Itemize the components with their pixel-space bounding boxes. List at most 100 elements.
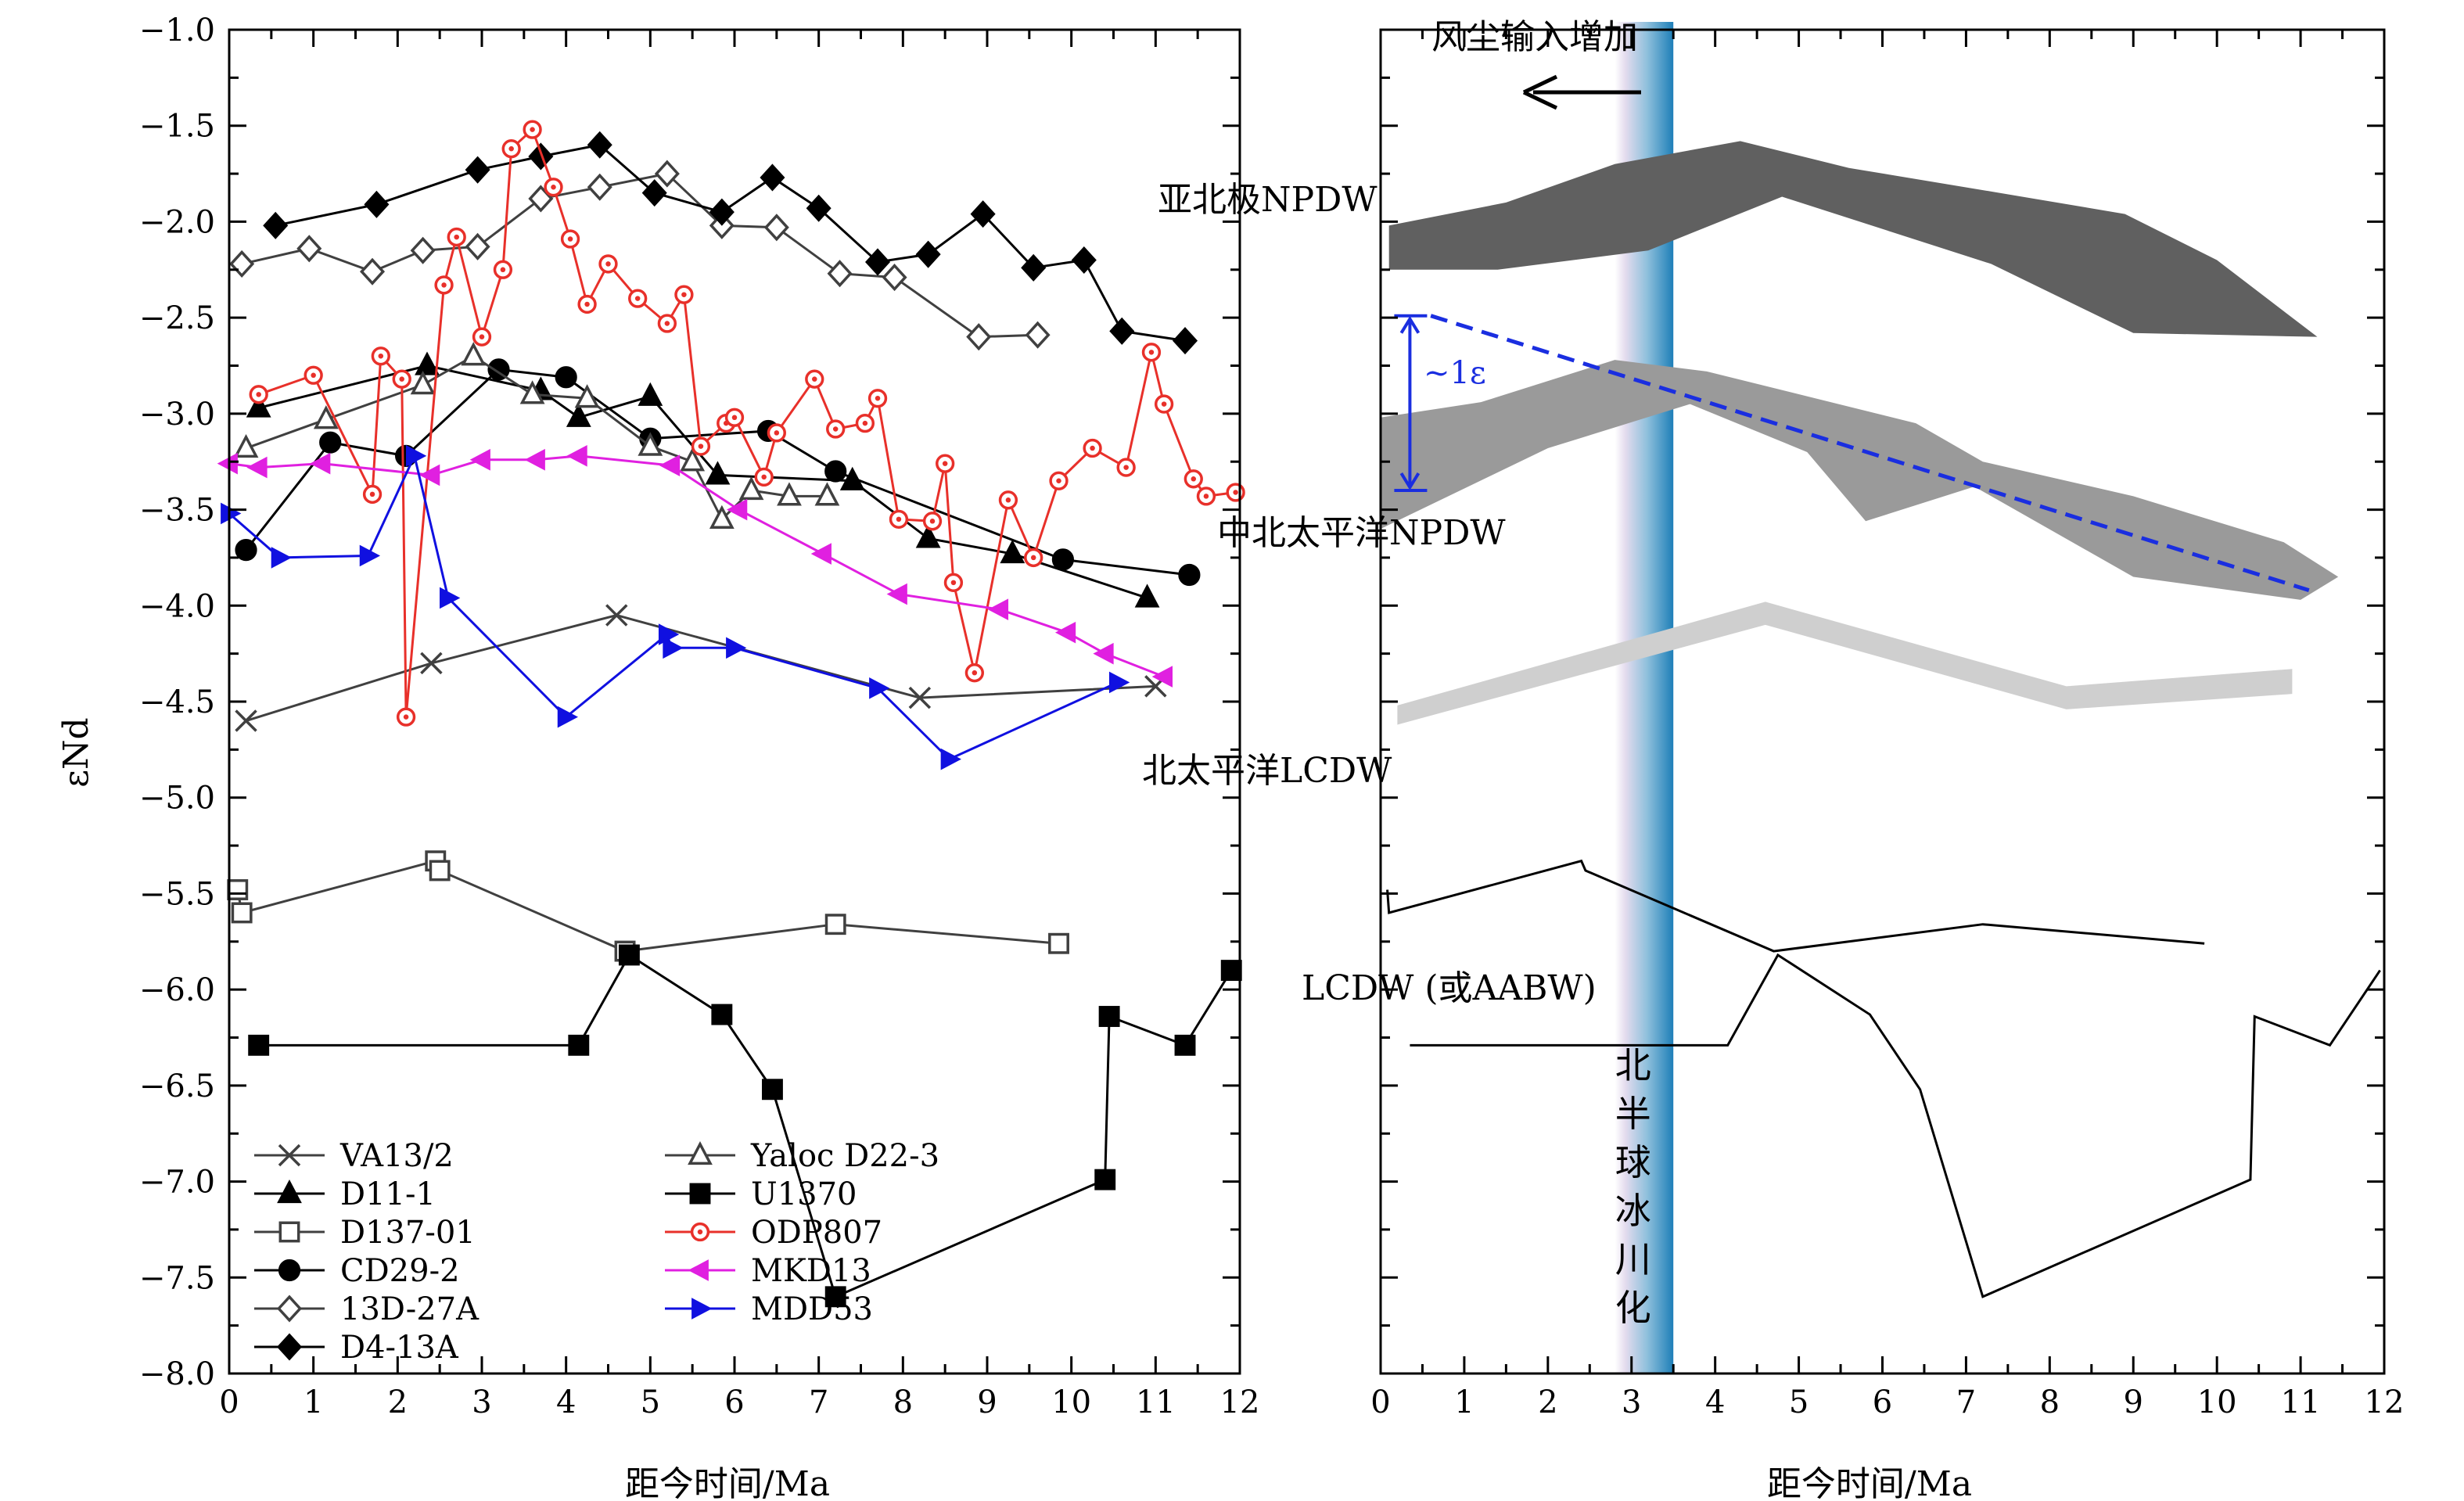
data-point-center — [530, 127, 535, 132]
data-point — [359, 544, 381, 567]
data-point-center — [761, 474, 767, 480]
data-point-center — [378, 353, 384, 359]
data-point — [574, 384, 600, 408]
data-point — [1051, 548, 1075, 571]
x-tick-label: 6 — [724, 1384, 744, 1420]
data-point — [777, 482, 802, 506]
y-tick-label: −6.0 — [139, 972, 215, 1008]
y-tick-label: −5.5 — [139, 876, 215, 912]
x-tick-label: 8 — [893, 1384, 913, 1420]
data-point — [410, 236, 436, 264]
data-point — [231, 902, 253, 924]
data-point — [1220, 960, 1242, 982]
band-lcdw_band — [1397, 601, 2293, 725]
y-tick-label: −6.5 — [139, 1068, 215, 1104]
data-point — [824, 1286, 846, 1308]
lcdw-aabw-label: LCDW (或AABW) — [1302, 968, 1597, 1008]
x-tick-label: 4 — [556, 1384, 576, 1420]
data-point — [1054, 621, 1076, 644]
data-point — [557, 706, 579, 728]
data-point-center — [862, 420, 868, 426]
legend-label: ODP807 — [751, 1215, 882, 1251]
data-point — [738, 476, 764, 501]
data-point — [217, 452, 238, 475]
series-mdd53 — [221, 445, 1130, 770]
data-point — [709, 198, 735, 226]
data-point — [566, 403, 591, 427]
y-tick-label: −7.5 — [139, 1260, 215, 1296]
data-point — [886, 583, 907, 605]
data-point — [763, 214, 789, 242]
data-point — [709, 505, 735, 529]
legend-marker — [278, 1144, 301, 1167]
x-tick-label: 7 — [1956, 1384, 1976, 1420]
y-tick-label: −4.0 — [139, 588, 215, 624]
data-point — [1134, 584, 1160, 608]
series-line — [258, 953, 1233, 1298]
data-point — [605, 604, 628, 627]
series-yaloc-d22-3 — [233, 342, 840, 529]
data-point — [310, 452, 331, 475]
data-point — [528, 142, 554, 171]
legend-label: 13D-27A — [340, 1291, 480, 1327]
data-point — [568, 1034, 590, 1056]
data-point — [1178, 563, 1201, 587]
data-point — [319, 431, 342, 454]
data-point-center — [369, 491, 375, 497]
x-tick-label: 11 — [1136, 1384, 1176, 1420]
data-point — [410, 370, 436, 395]
data-point — [638, 382, 663, 406]
legend-entry: MKD13 — [665, 1253, 871, 1289]
legend-entry: U1370 — [665, 1176, 857, 1212]
legend-marker — [277, 1179, 302, 1204]
series-line — [236, 859, 1059, 953]
data-point — [1094, 1169, 1116, 1190]
legend-entry: D137-01 — [254, 1215, 476, 1251]
data-point — [663, 637, 684, 659]
legend-entry: 13D-27A — [254, 1291, 480, 1327]
legend-entry: D11-1 — [254, 1176, 436, 1212]
legend-marker — [278, 1259, 301, 1282]
data-point-center — [774, 430, 780, 436]
x-tick-label: 12 — [1220, 1384, 1260, 1420]
data-point — [229, 250, 255, 278]
data-point — [882, 264, 907, 292]
data-point-center — [664, 321, 670, 326]
data-point — [235, 539, 257, 562]
y-tick-label: −4.5 — [139, 684, 215, 720]
series-line — [258, 127, 1236, 717]
legend-marker — [689, 1183, 711, 1205]
legend-marker — [691, 1298, 713, 1320]
data-point — [461, 342, 487, 366]
legend-label: U1370 — [751, 1176, 857, 1212]
data-point — [940, 748, 961, 770]
series-d4-13a — [263, 131, 1198, 355]
data-point — [221, 502, 242, 525]
data-point — [762, 1079, 783, 1101]
series-line — [228, 452, 1119, 761]
y-tick-label: −1.0 — [139, 13, 215, 48]
y-tick-label: −8.0 — [139, 1356, 215, 1392]
data-point-center — [479, 334, 485, 339]
data-point — [440, 587, 461, 609]
legend-label: D4-13A — [340, 1330, 459, 1366]
data-point — [227, 879, 249, 900]
glaciation-char: 化 — [1615, 1287, 1651, 1329]
data-point — [555, 366, 577, 389]
x-tick-label: 6 — [1873, 1384, 1892, 1420]
data-point — [246, 456, 268, 479]
data-point-center — [929, 519, 936, 524]
data-point — [1093, 642, 1114, 665]
data-point — [865, 248, 891, 276]
data-point — [566, 445, 587, 467]
data-point — [654, 160, 680, 188]
data-point-center — [972, 670, 978, 676]
legend-marker — [688, 1259, 709, 1281]
right-x-axis-label: 距今时间/Ma — [1767, 1464, 1972, 1501]
legend-label: D137-01 — [340, 1215, 476, 1251]
x-tick-label: 8 — [2040, 1384, 2060, 1420]
data-point-center — [454, 234, 459, 240]
data-point — [908, 686, 932, 709]
legend-label: Yaloc D22-3 — [750, 1138, 939, 1174]
